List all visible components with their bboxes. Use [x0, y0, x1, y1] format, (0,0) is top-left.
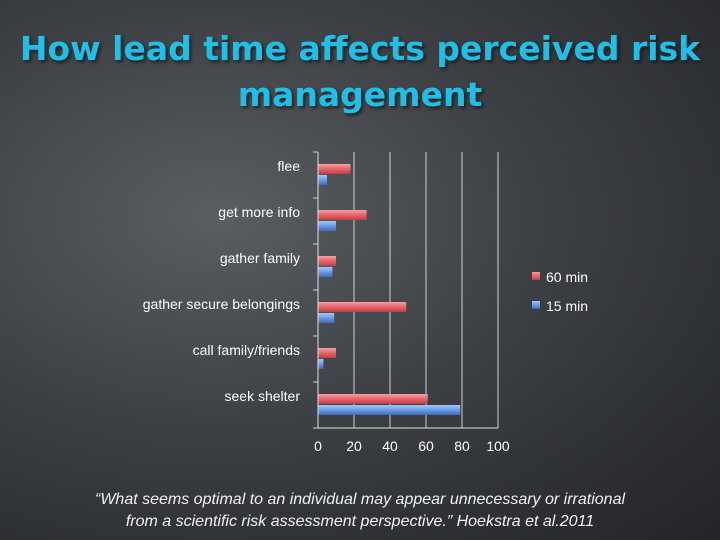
bar-15min [318, 267, 333, 277]
title-line-1: How lead time affects perceived risk [19, 29, 701, 68]
x-tick-label: 60 [418, 438, 434, 454]
bar-60min [318, 348, 336, 358]
bar-15min [318, 313, 335, 323]
bar-60min [318, 210, 367, 220]
bar-15min [318, 359, 324, 369]
category-label: gather secure belongings [143, 296, 300, 312]
bar-15min [318, 221, 336, 231]
bar-15min [318, 405, 461, 415]
category-label: get more info [218, 204, 300, 220]
bar-60min [318, 164, 351, 174]
slide-title: How lead time affects perceived risk man… [0, 26, 720, 118]
x-tick-label: 100 [486, 438, 510, 454]
bar-60min [318, 256, 336, 266]
category-label: flee [277, 158, 300, 174]
bar-15min [318, 175, 327, 185]
legend-swatch-15min [532, 301, 540, 309]
category-label: call family/friends [193, 342, 300, 358]
title-line-2: management [237, 75, 483, 114]
bar-chart: 0 20 40 60 80 100 flee get more info gather fami… [143, 151, 588, 454]
category-label: seek shelter [225, 388, 301, 404]
legend-label: 60 min [546, 269, 588, 285]
x-tick-label: 20 [346, 438, 362, 454]
legend-label: 15 min [546, 298, 588, 314]
x-tick-label: 40 [382, 438, 398, 454]
legend-swatch-60min [532, 272, 540, 280]
x-tick-label: 80 [454, 438, 470, 454]
citation-quote: “What seems optimal to an individual may… [0, 489, 720, 533]
category-label: gather family [220, 250, 300, 266]
bar-60min [318, 394, 428, 404]
bar-60min [318, 302, 407, 312]
quote-line-1: “What seems optimal to an individual may… [94, 491, 626, 508]
quote-line-2: from a scientific risk assessment perspe… [125, 513, 595, 530]
x-tick-label: 0 [314, 438, 322, 454]
